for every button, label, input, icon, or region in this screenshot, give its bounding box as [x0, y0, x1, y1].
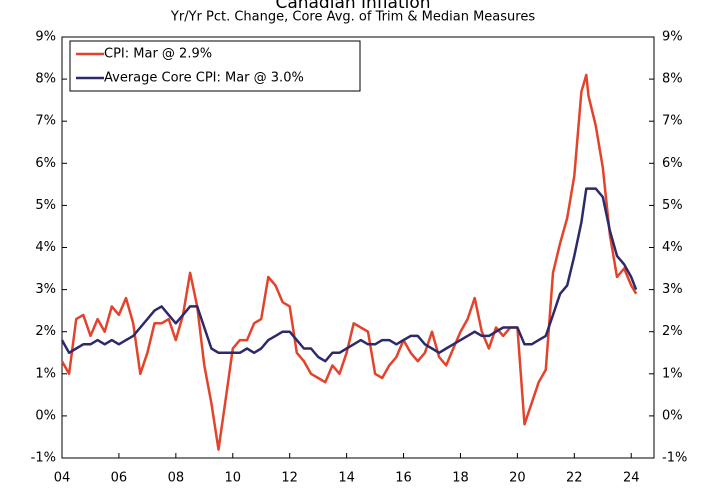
y-tick-label: -1% — [31, 451, 56, 466]
legend-box — [69, 40, 361, 92]
y-tick-label: 2% — [35, 324, 56, 339]
y2-tick-label: 4% — [662, 240, 683, 255]
y2-tick-label: 0% — [662, 408, 683, 423]
y2-tick-label: 7% — [662, 114, 683, 129]
plot-frame — [61, 36, 655, 459]
series-line — [60, 73, 638, 451]
y-tick-label: 9% — [35, 30, 56, 45]
x-tick-label: 06 — [111, 471, 128, 486]
y2-tick-label: 8% — [662, 72, 683, 87]
y2-tick-label: 3% — [662, 282, 683, 297]
y-tick-label: 1% — [35, 366, 56, 381]
x-tick-label: 12 — [281, 471, 298, 486]
x-tick-label: 08 — [168, 471, 185, 486]
y-tick-label: 6% — [35, 156, 56, 171]
y2-tick-label: -1% — [662, 451, 687, 466]
x-tick-label: 04 — [54, 471, 71, 486]
legend-label: Average Core CPI: Mar @ 3.0% — [104, 71, 304, 86]
series-line — [60, 187, 638, 363]
y-tick-label: 3% — [35, 282, 56, 297]
x-tick-label: 16 — [395, 471, 412, 486]
chart-title: Canadian Inflation — [275, 0, 430, 13]
y-tick-label: 7% — [35, 114, 56, 129]
y-tick-label: 8% — [35, 72, 56, 87]
x-tick-label: 24 — [623, 471, 640, 486]
chart-subtitle: Yr/Yr Pct. Change, Core Avg. of Trim & M… — [170, 10, 535, 25]
x-tick-label: 14 — [338, 471, 355, 486]
x-tick-label: 20 — [509, 471, 526, 486]
y2-tick-label: 9% — [662, 30, 683, 45]
y-tick-label: 4% — [35, 240, 56, 255]
legend-label: CPI: Mar @ 2.9% — [104, 47, 212, 62]
y-tick-label: 5% — [35, 198, 56, 213]
y2-tick-label: 1% — [662, 366, 683, 381]
x-tick-label: 22 — [566, 471, 583, 486]
x-tick-label: 10 — [224, 471, 241, 486]
y2-tick-label: 6% — [662, 156, 683, 171]
x-tick-label: 18 — [452, 471, 469, 486]
y2-tick-label: 2% — [662, 324, 683, 339]
y2-tick-label: 5% — [662, 198, 683, 213]
y-tick-label: 0% — [35, 408, 56, 423]
